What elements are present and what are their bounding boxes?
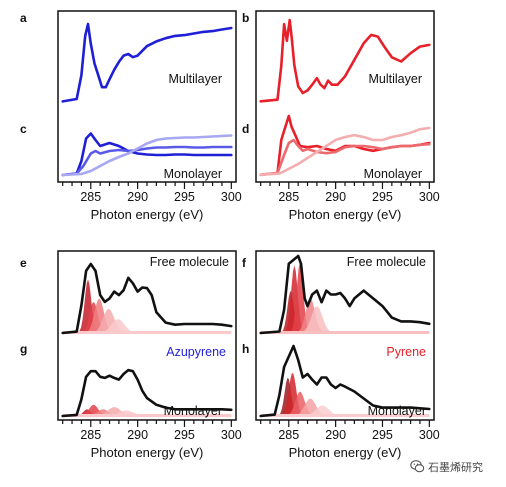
panel-label-a: a xyxy=(20,11,27,25)
tick-label-h-285: 285 xyxy=(278,428,299,442)
panel-f-series-1 xyxy=(259,254,431,335)
panel-h-component-3 xyxy=(256,391,430,416)
panel-e-annotation: Free molecule xyxy=(150,255,229,269)
panel-f-baseline xyxy=(260,331,430,334)
tick-label-h-295: 295 xyxy=(372,428,393,442)
panel-g-series-1 xyxy=(61,368,233,418)
panel-f: f Free molecule xyxy=(242,254,431,335)
panel-c: c Monolayer xyxy=(20,122,233,181)
panel-a: a Multilayer xyxy=(20,11,233,103)
tick-label-g-295: 295 xyxy=(174,428,195,442)
tick-label-g-285: 285 xyxy=(80,428,101,442)
panel-b-annotation: Multilayer xyxy=(369,72,423,86)
tick-label-d-290: 290 xyxy=(325,190,346,204)
tick-label-g-290: 290 xyxy=(127,428,148,442)
panel-d-series-3 xyxy=(259,126,431,177)
frame-fh xyxy=(255,250,435,421)
tick-label-c-295: 295 xyxy=(174,190,195,204)
panel-e-component-4 xyxy=(58,308,232,333)
panel-b: b Multilayer xyxy=(242,11,431,103)
panel-e-component-2 xyxy=(58,301,232,333)
panel-b-series-1 xyxy=(259,18,431,103)
watermark: 石墨烯研究 xyxy=(408,457,504,479)
panel-h: h Monolayer Pyrene xyxy=(242,342,431,418)
panel-h-component-2 xyxy=(256,372,430,416)
panel-c-series-1 xyxy=(61,132,233,177)
panel-e-series-1 xyxy=(61,262,233,335)
panel-c-series-2 xyxy=(61,145,233,177)
tick-label-g-300: 300 xyxy=(221,428,242,442)
x-axis-label-d: Photon energy (eV) xyxy=(289,207,402,222)
tick-label-d-300: 300 xyxy=(419,190,440,204)
panel-e: e Free molecule xyxy=(20,255,233,335)
panel-h-annotation: Monolayer xyxy=(368,404,426,418)
panel-label-h: h xyxy=(242,342,249,356)
panel-label-b: b xyxy=(242,11,249,25)
panel-c-series-3 xyxy=(61,134,233,177)
x-axis-label-h: Photon energy (eV) xyxy=(289,445,402,460)
panel-label-g: g xyxy=(20,342,27,356)
tick-label-d-295: 295 xyxy=(372,190,393,204)
panel-a-series-1 xyxy=(61,22,233,103)
panel-label-f: f xyxy=(242,256,247,270)
panel-h-molecule-label: Pyrene xyxy=(386,345,426,359)
panel-c-annotation: Monolayer xyxy=(164,167,222,181)
watermark-text: 石墨烯研究 xyxy=(428,461,483,474)
panel-g-molecule-label: Azupyrene xyxy=(166,345,226,359)
panel-h-baseline xyxy=(260,414,430,417)
panel-label-d: d xyxy=(242,122,249,136)
panel-f-annotation: Free molecule xyxy=(347,255,426,269)
panel-h-series-1 xyxy=(259,344,431,418)
panel-g: g Monolayer Azupyrene xyxy=(20,342,233,418)
panel-a-annotation: Multilayer xyxy=(169,72,223,86)
tick-label-c-290: 290 xyxy=(127,190,148,204)
panel-f-component-3 xyxy=(256,262,430,333)
tick-label-h-300: 300 xyxy=(419,428,440,442)
tick-label-h-290: 290 xyxy=(325,428,346,442)
panel-d-annotation: Monolayer xyxy=(364,167,422,181)
x-axis-label-g: Photon energy (eV) xyxy=(91,445,204,460)
panel-g-annotation: Monolayer xyxy=(164,404,222,418)
panel-d: d Monolayer xyxy=(242,114,431,181)
x-axis-label-c: Photon energy (eV) xyxy=(91,207,204,222)
tick-label-c-285: 285 xyxy=(80,190,101,204)
panel-label-e: e xyxy=(20,256,27,270)
tick-label-d-285: 285 xyxy=(278,190,299,204)
panel-d-series-2 xyxy=(259,138,431,177)
panel-label-c: c xyxy=(20,122,27,136)
panel-g-baseline xyxy=(62,414,232,417)
panel-e-baseline xyxy=(62,331,232,334)
tick-label-c-300: 300 xyxy=(221,190,242,204)
wechat-icon xyxy=(410,460,425,473)
